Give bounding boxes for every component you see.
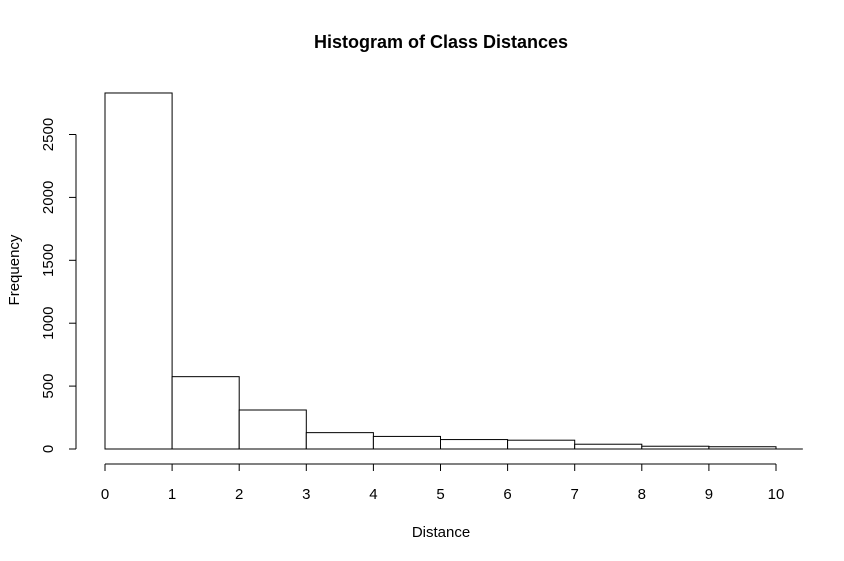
x-tick-label-9: 9 bbox=[705, 486, 713, 503]
y-axis: 0 500 1000 1500 2000 2500 bbox=[40, 118, 77, 453]
bar-6 bbox=[507, 439, 576, 450]
x-tick-label-0: 0 bbox=[101, 486, 109, 503]
x-tick-label-3: 3 bbox=[302, 486, 310, 503]
x-tick-label-2: 2 bbox=[235, 486, 243, 503]
x-axis: 0 1 2 3 4 5 6 7 8 9 10 bbox=[101, 448, 803, 503]
y-axis-label: Frequency bbox=[6, 234, 23, 305]
x-tick-label-6: 6 bbox=[503, 486, 511, 503]
bar-0 bbox=[104, 92, 173, 450]
y-tick-label-0: 0 bbox=[40, 445, 57, 453]
y-tick-label-3: 1500 bbox=[40, 244, 57, 277]
x-axis-label: Distance bbox=[412, 524, 470, 541]
y-tick-label-1: 500 bbox=[40, 374, 57, 399]
bar-5 bbox=[440, 439, 509, 450]
x-tick-label-7: 7 bbox=[571, 486, 579, 503]
x-tick-label-10: 10 bbox=[768, 486, 785, 503]
x-tick-label-5: 5 bbox=[436, 486, 444, 503]
bar-4 bbox=[372, 435, 441, 450]
bar-3 bbox=[305, 432, 374, 450]
y-tick-label-5: 2500 bbox=[40, 118, 57, 151]
y-tick-label-2: 1000 bbox=[40, 307, 57, 340]
y-tick-label-4: 2000 bbox=[40, 181, 57, 214]
bar-2 bbox=[238, 409, 307, 450]
x-tick-label-4: 4 bbox=[369, 486, 377, 503]
bar-7 bbox=[574, 443, 643, 450]
x-tick-label-8: 8 bbox=[638, 486, 646, 503]
chart-title: Histogram of Class Distances bbox=[314, 32, 568, 52]
bar-1 bbox=[171, 376, 240, 450]
bars-group bbox=[104, 92, 777, 450]
x-tick-label-1: 1 bbox=[168, 486, 176, 503]
